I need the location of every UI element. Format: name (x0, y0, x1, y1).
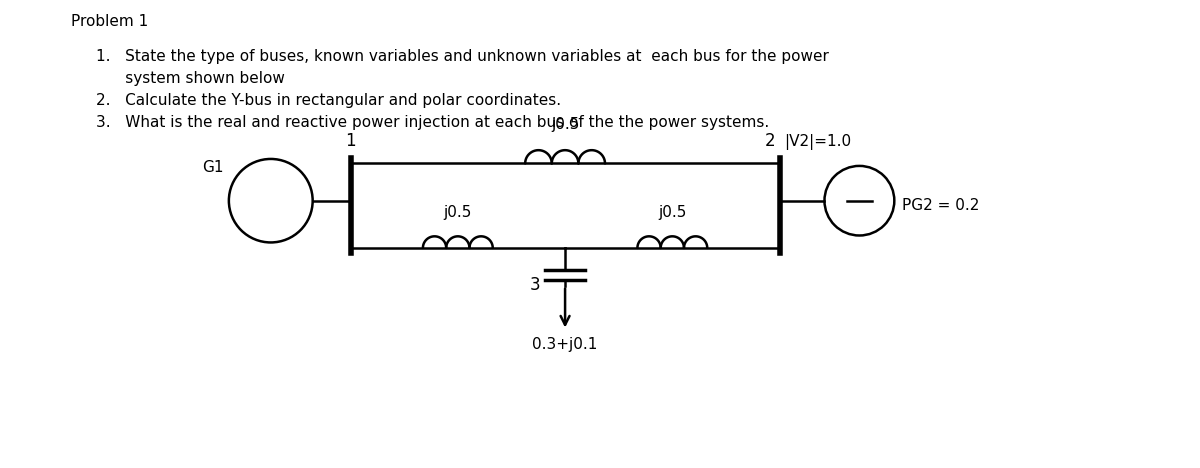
Text: j0.5: j0.5 (444, 205, 472, 220)
Text: j0.5: j0.5 (551, 117, 580, 132)
Text: 1.   State the type of buses, known variables and unknown variables at  each bus: 1. State the type of buses, known variab… (96, 49, 829, 64)
Text: 3: 3 (530, 276, 540, 294)
Text: 2: 2 (764, 132, 775, 151)
Text: Problem 1: Problem 1 (71, 15, 149, 29)
Text: j0.5: j0.5 (658, 205, 686, 220)
Text: 1: 1 (346, 132, 356, 151)
Text: G1: G1 (203, 160, 224, 175)
Text: 2.   Calculate the Y-bus in rectangular and polar coordinates.: 2. Calculate the Y-bus in rectangular an… (96, 93, 562, 108)
Text: PG2 = 0.2: PG2 = 0.2 (902, 198, 979, 213)
Text: |V2|=1.0: |V2|=1.0 (785, 134, 852, 151)
Text: system shown below: system shown below (96, 71, 286, 86)
Text: 0.3+j0.1: 0.3+j0.1 (533, 337, 598, 352)
Text: 3.   What is the real and reactive power injection at each bus of the the power : 3. What is the real and reactive power i… (96, 115, 769, 130)
